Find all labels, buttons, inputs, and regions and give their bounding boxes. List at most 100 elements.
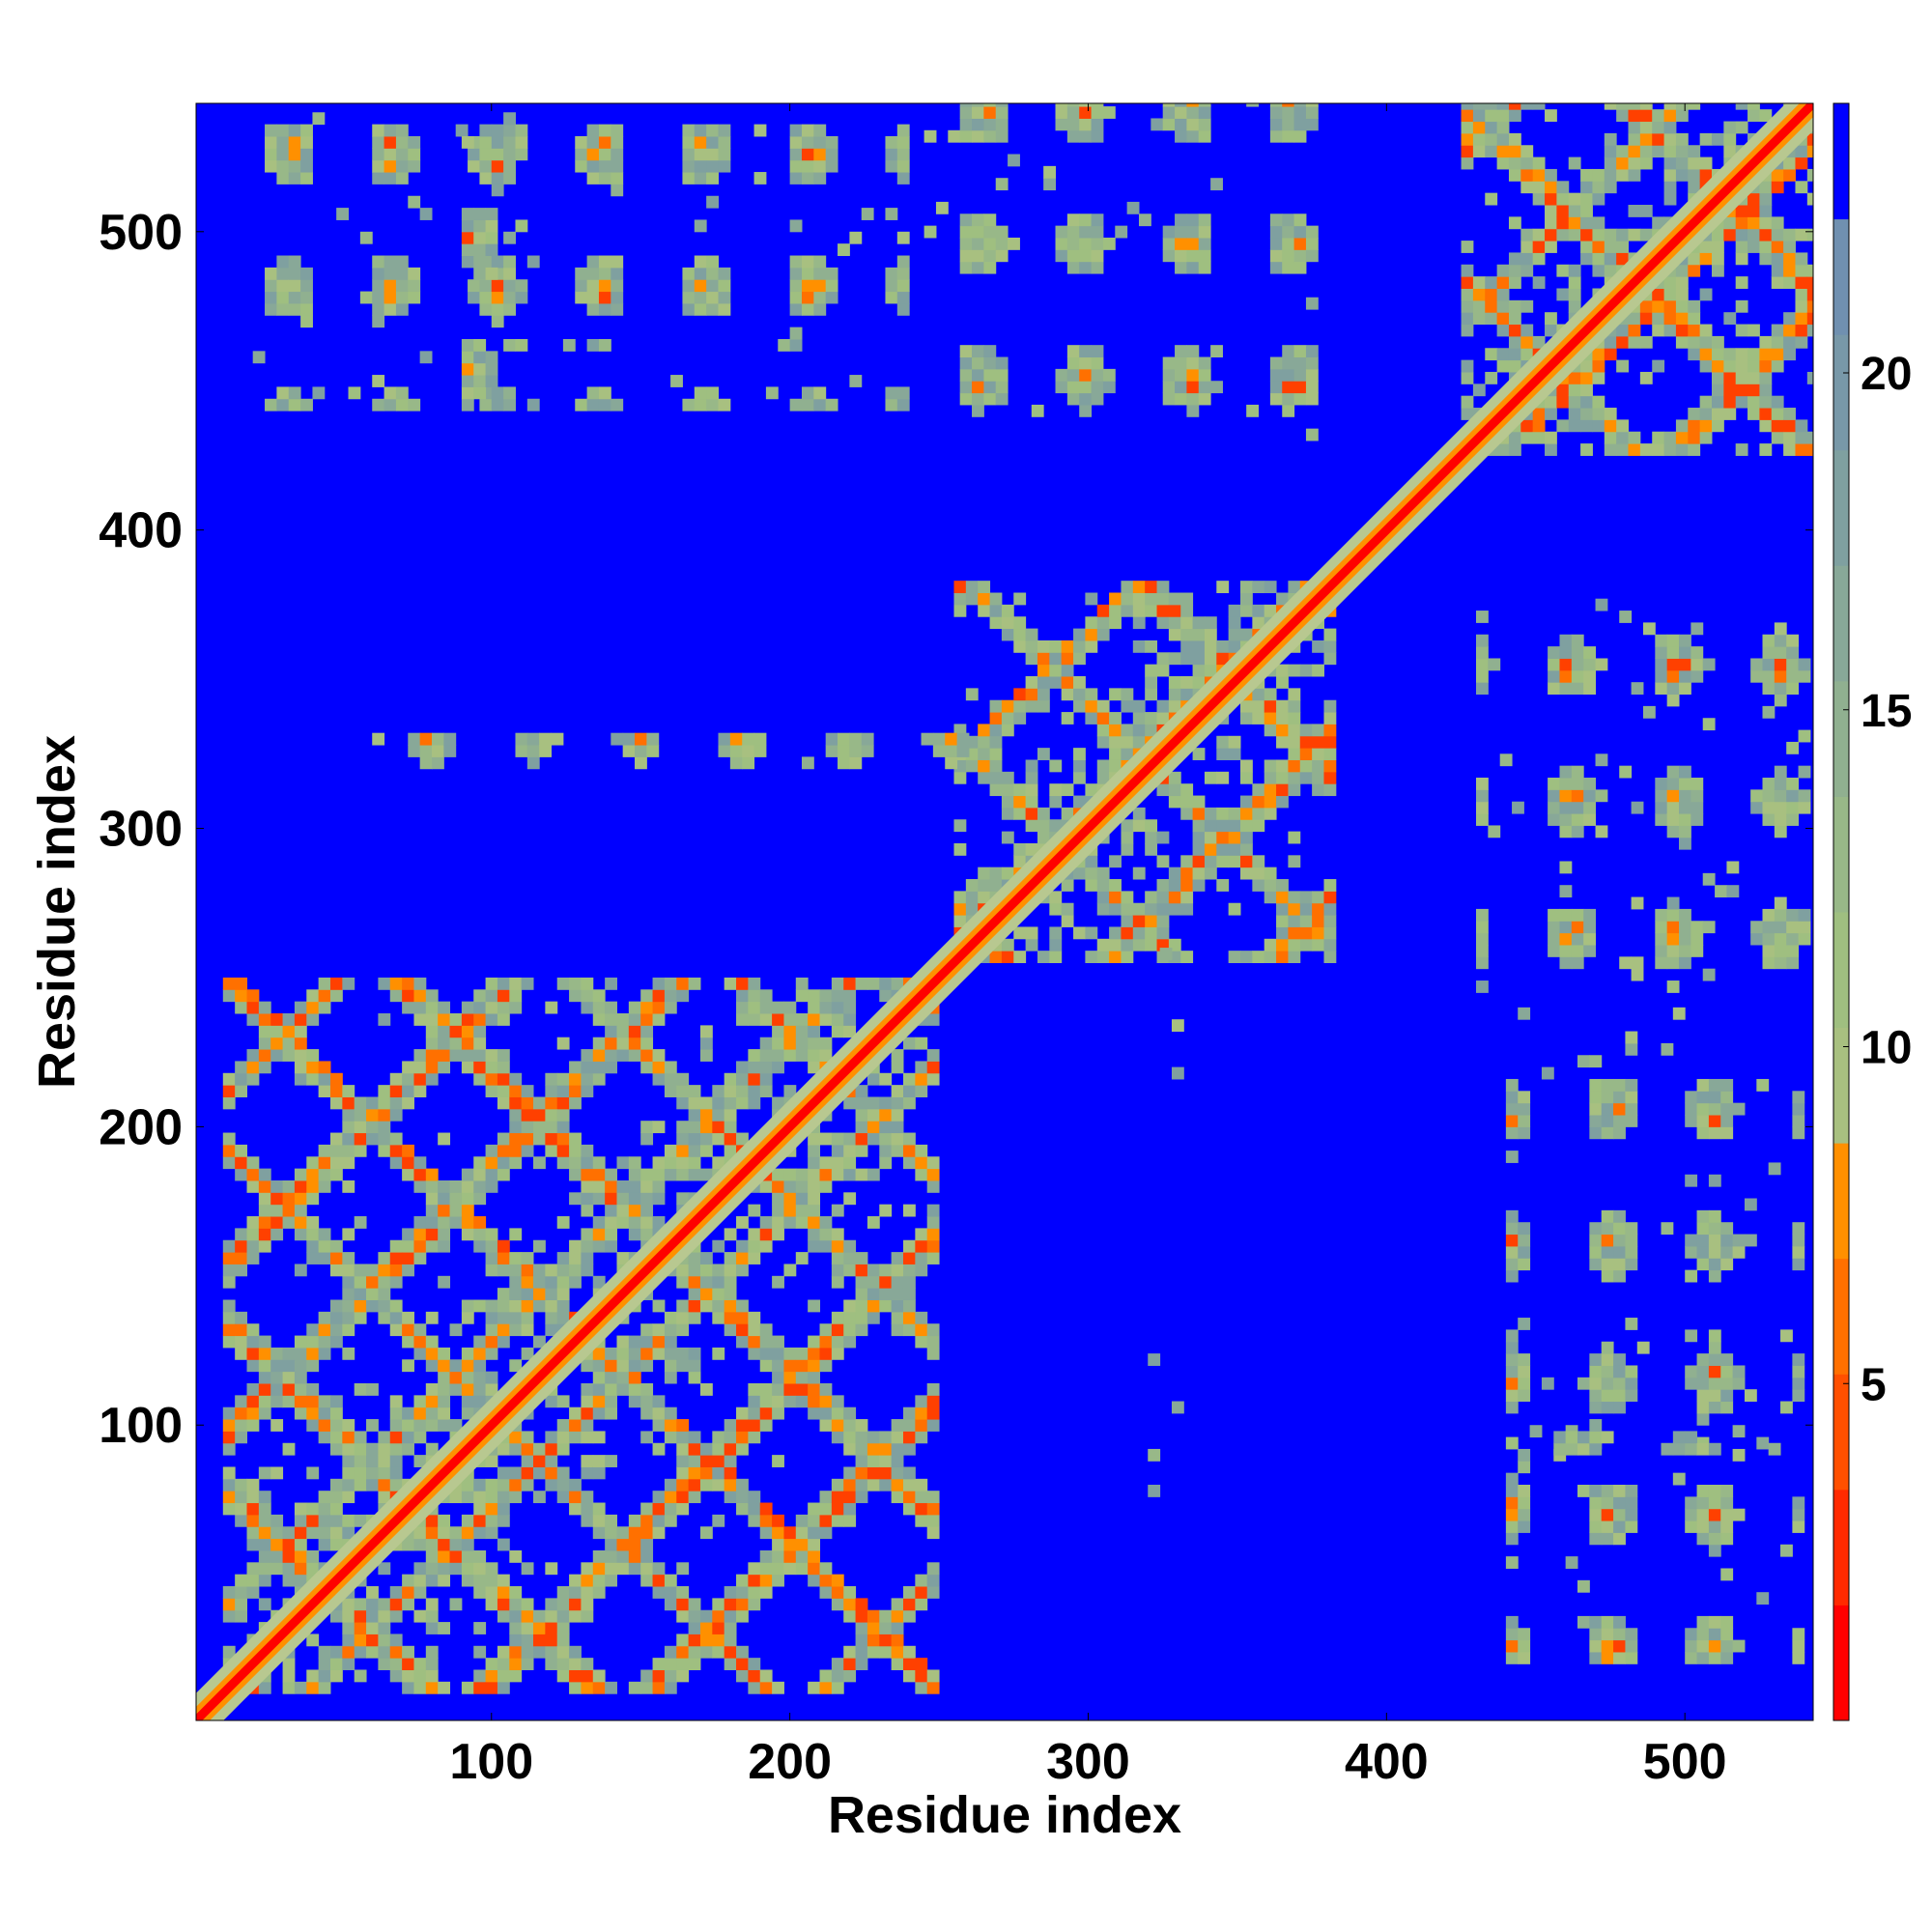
contact-cell xyxy=(783,1382,797,1396)
contact-cell xyxy=(1759,252,1773,266)
contact-cell xyxy=(688,1347,701,1360)
contact-cell xyxy=(270,1419,284,1432)
contact-cell xyxy=(342,1466,355,1480)
contact-cell xyxy=(783,1204,797,1217)
contact-cell xyxy=(1532,228,1546,242)
contact-cell xyxy=(879,989,893,1003)
contact-cell xyxy=(270,1382,284,1396)
contact-cell xyxy=(509,1466,523,1480)
contact-cell xyxy=(652,1121,666,1134)
contact-cell xyxy=(688,1108,701,1122)
contact-cell xyxy=(1025,676,1038,689)
contact-cell xyxy=(354,1288,367,1301)
contact-cell xyxy=(378,1275,391,1289)
contact-cell xyxy=(1091,368,1104,382)
contact-cell xyxy=(1180,783,1194,797)
contact-cell xyxy=(276,148,290,161)
contact-cell xyxy=(270,1216,284,1229)
contact-cell xyxy=(1616,156,1630,170)
contact-cell xyxy=(831,1335,844,1349)
contact-cell xyxy=(831,1144,844,1157)
contact-cell xyxy=(694,172,707,185)
contact-cell xyxy=(569,1658,582,1670)
contact-cell xyxy=(879,1108,893,1122)
contact-cell xyxy=(294,1514,307,1527)
contact-cell xyxy=(879,1204,893,1217)
contact-cell xyxy=(1696,1091,1710,1104)
contact-cell xyxy=(438,1371,451,1384)
contact-cell xyxy=(1720,1628,1734,1641)
contact-cell xyxy=(1774,944,1787,957)
contact-cell xyxy=(515,279,528,293)
contact-cell xyxy=(843,1431,857,1444)
contact-cell xyxy=(748,1562,761,1576)
contact-cell xyxy=(1652,109,1665,123)
contact-cell xyxy=(449,1204,463,1217)
contact-cell xyxy=(592,1049,606,1062)
contact-cell xyxy=(586,255,600,269)
contact-cell xyxy=(1505,1234,1519,1247)
contact-cell xyxy=(222,1311,236,1324)
contact-cell xyxy=(545,1598,558,1611)
contact-cell xyxy=(461,1478,474,1492)
contact-cell xyxy=(867,1132,880,1146)
contact-cell xyxy=(1073,795,1086,809)
contact-cell xyxy=(972,381,984,394)
contact-cell xyxy=(1216,639,1230,653)
contact-cell xyxy=(1485,348,1498,361)
contact-cell xyxy=(843,1025,857,1038)
contact-cell xyxy=(1589,1389,1603,1403)
contact-cell xyxy=(736,1132,749,1146)
contact-cell xyxy=(843,1264,857,1277)
contact-cell xyxy=(1601,1353,1614,1366)
contact-cell xyxy=(995,129,1009,143)
contact-cell xyxy=(438,1037,451,1050)
contact-cell xyxy=(915,1681,928,1694)
contact-cell xyxy=(1505,1115,1519,1127)
contact-cell xyxy=(473,243,487,257)
contact-cell xyxy=(718,302,731,316)
contact-cell xyxy=(736,1061,749,1074)
contact-cell xyxy=(389,1144,403,1157)
contact-cell xyxy=(294,1072,307,1086)
contact-cell xyxy=(395,135,409,149)
contact-cell xyxy=(1001,604,1014,617)
contact-cell xyxy=(902,1252,916,1264)
contact-cell xyxy=(611,124,624,137)
contact-cell xyxy=(1091,213,1104,227)
contact-cell xyxy=(819,1395,833,1408)
contact-cell xyxy=(1628,205,1641,217)
contact-cell xyxy=(1293,103,1307,107)
contact-cell xyxy=(1293,381,1307,394)
contact-cell xyxy=(1601,1485,1614,1497)
contact-cell xyxy=(1505,1436,1519,1450)
contact-cell xyxy=(282,1549,296,1563)
contact-cell xyxy=(879,1609,893,1623)
contact-cell xyxy=(1720,1485,1734,1497)
contact-cell xyxy=(1783,156,1796,170)
contact-cell xyxy=(699,1645,713,1659)
contact-cell xyxy=(1216,735,1230,749)
contact-cell xyxy=(1156,891,1170,904)
contact-cell xyxy=(1282,225,1295,239)
contact-cell xyxy=(1720,1520,1734,1533)
contact-cell xyxy=(813,255,827,269)
contact-cell xyxy=(1239,795,1253,809)
contact-cell xyxy=(1774,694,1787,707)
contact-cell xyxy=(246,1168,260,1181)
contact-cell xyxy=(461,386,474,400)
contact-cell xyxy=(1073,748,1086,760)
contact-cell xyxy=(1696,1508,1710,1521)
contact-cell xyxy=(276,291,290,304)
contact-cell xyxy=(413,1239,427,1253)
contact-cell xyxy=(575,267,588,280)
contact-cell xyxy=(556,1442,570,1456)
contact-cell xyxy=(1305,392,1319,406)
contact-cell xyxy=(1708,1485,1721,1497)
contact-cell xyxy=(461,1562,474,1576)
contact-cell xyxy=(831,1419,844,1432)
contact-cell xyxy=(1496,348,1510,361)
contact-cell xyxy=(855,1144,868,1157)
contact-cell xyxy=(1496,103,1510,110)
contact-cell xyxy=(354,1121,367,1134)
